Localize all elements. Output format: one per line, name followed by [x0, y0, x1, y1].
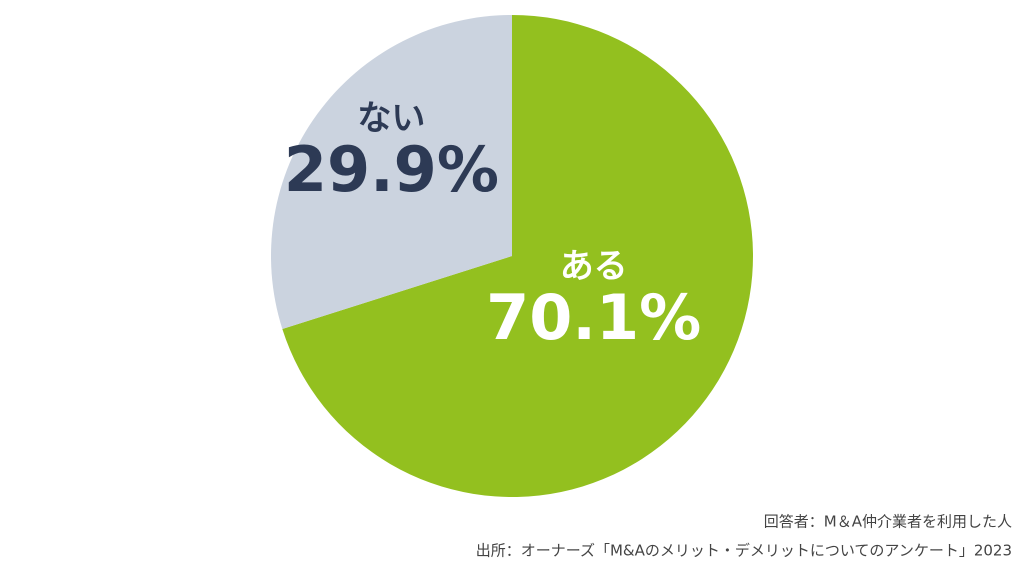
- note: 出所：オーナーズ「M&Aのメリット・デメリットについてのアンケート」2023: [476, 542, 1012, 560]
- note: 回答者：M＆A仲介業者を利用した人: [764, 513, 1012, 531]
- slice-category: ない: [357, 98, 425, 138]
- pie-slice: [271, 15, 512, 330]
- pie-slice: [282, 15, 753, 497]
- slice-value-label: 29.9%: [284, 133, 499, 206]
- slice-category: ある: [560, 246, 628, 286]
- slice-value-label: 70.1%: [486, 281, 701, 354]
